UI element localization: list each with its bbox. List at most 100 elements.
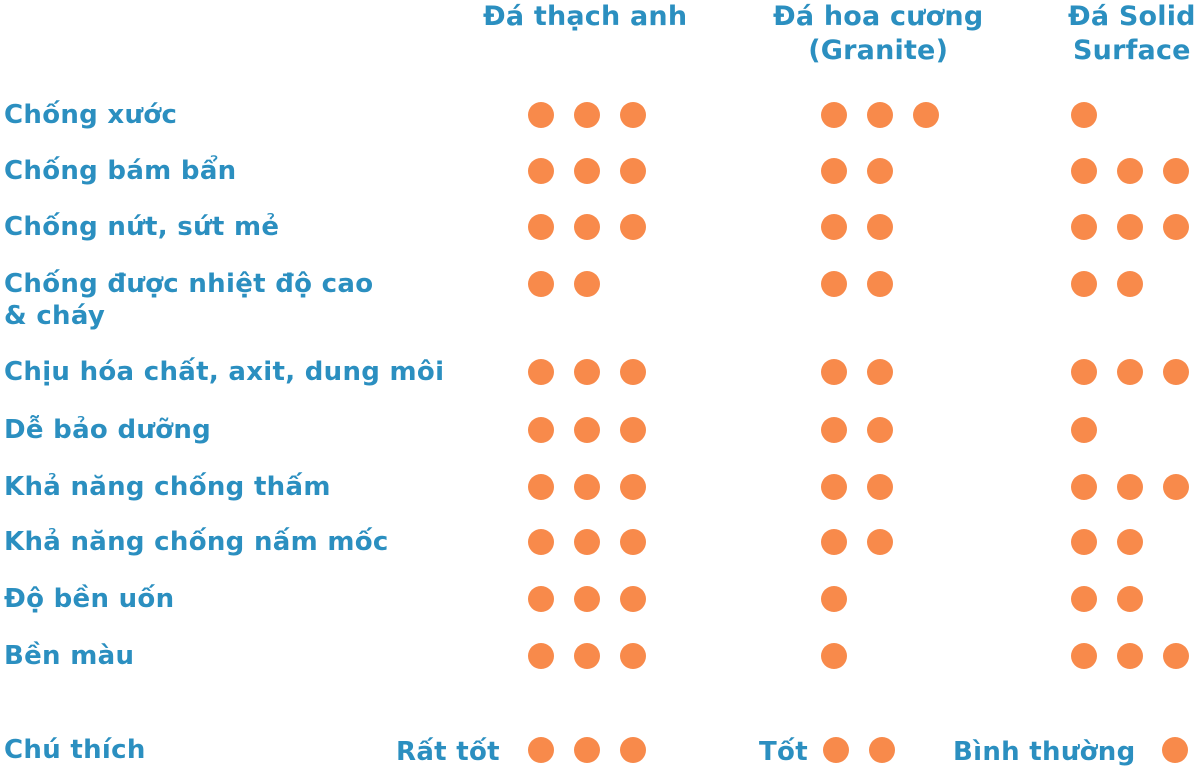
column-header-line: Đá hoa cương xyxy=(773,1,984,32)
rating-dot xyxy=(574,474,600,500)
row-label-line: & cháy xyxy=(4,301,106,331)
row-label: Chống bám bẩn xyxy=(4,155,237,187)
row-label-line: Độ bền uốn xyxy=(4,584,175,614)
rating-dot xyxy=(821,214,847,240)
rating-dot xyxy=(1117,158,1143,184)
column-header-2: Đá hoa cương (Granite) xyxy=(773,0,983,68)
rating-dot xyxy=(1071,474,1097,500)
rating-dot xyxy=(821,271,847,297)
row-label-line: Khả năng chống nấm mốc xyxy=(4,527,389,557)
rating-dot xyxy=(574,417,600,443)
row-label-line: Dễ bảo dưỡng xyxy=(4,415,212,445)
rating-dot xyxy=(1163,214,1189,240)
rating-dot xyxy=(867,359,893,385)
legend-label: Tốt xyxy=(759,737,808,767)
rating-dot xyxy=(528,158,554,184)
rating-dot xyxy=(821,474,847,500)
legend-dot xyxy=(528,737,554,763)
rating-dot xyxy=(1071,214,1097,240)
rating-dot xyxy=(620,529,646,555)
rating-dot xyxy=(528,529,554,555)
legend-title: Chú thích xyxy=(4,735,146,765)
rating-dot xyxy=(528,102,554,128)
rating-dot xyxy=(1117,359,1143,385)
legend-dot xyxy=(574,737,600,763)
rating-dot xyxy=(574,529,600,555)
legend-dot xyxy=(620,737,646,763)
rating-dot xyxy=(574,158,600,184)
rating-dot xyxy=(620,359,646,385)
rating-dot xyxy=(574,271,600,297)
row-label-line: Khả năng chống thấm xyxy=(4,472,331,502)
rating-dot xyxy=(1117,214,1143,240)
legend-dot xyxy=(1162,737,1188,763)
rating-dot xyxy=(1117,586,1143,612)
rating-dot xyxy=(1117,474,1143,500)
rating-dot xyxy=(867,102,893,128)
rating-dot xyxy=(821,529,847,555)
legend-dot xyxy=(823,737,849,763)
rating-dot xyxy=(528,214,554,240)
rating-dot xyxy=(867,474,893,500)
row-label: Khả năng chống nấm mốc xyxy=(4,526,389,558)
row-label: Chịu hóa chất, axit, dung môi xyxy=(4,356,444,388)
row-label-line: Chống xước xyxy=(4,100,178,130)
rating-dot xyxy=(867,214,893,240)
rating-dot xyxy=(620,417,646,443)
rating-dot xyxy=(821,643,847,669)
rating-dot xyxy=(913,102,939,128)
row-label: Bền màu xyxy=(4,640,134,672)
rating-dot xyxy=(867,529,893,555)
rating-dot xyxy=(821,158,847,184)
rating-dot xyxy=(821,417,847,443)
column-header-line: (Granite) xyxy=(808,35,949,66)
rating-dot xyxy=(1071,359,1097,385)
row-label: Dễ bảo dưỡng xyxy=(4,414,211,446)
rating-dot xyxy=(528,417,554,443)
row-label: Độ bền uốn xyxy=(4,583,174,615)
rating-dot xyxy=(867,417,893,443)
rating-dot xyxy=(1117,529,1143,555)
rating-dot xyxy=(1071,586,1097,612)
rating-dot xyxy=(1071,529,1097,555)
rating-dot xyxy=(620,643,646,669)
rating-dot xyxy=(528,643,554,669)
row-label: Chống được nhiệt độ cao & cháy xyxy=(4,268,373,332)
rating-dot xyxy=(620,102,646,128)
rating-dot xyxy=(574,643,600,669)
legend-label: Rất tốt xyxy=(396,737,500,767)
rating-dot xyxy=(528,586,554,612)
rating-dot xyxy=(821,359,847,385)
legend-dot xyxy=(869,737,895,763)
rating-dot xyxy=(1071,417,1097,443)
rating-dot xyxy=(528,359,554,385)
rating-dot xyxy=(821,102,847,128)
rating-dot xyxy=(1071,158,1097,184)
rating-dot xyxy=(1071,271,1097,297)
rating-dot xyxy=(620,214,646,240)
rating-dot xyxy=(620,158,646,184)
rating-dot xyxy=(574,102,600,128)
rating-dot xyxy=(1163,359,1189,385)
rating-dot xyxy=(620,586,646,612)
rating-dot xyxy=(1163,474,1189,500)
rating-dot xyxy=(1071,643,1097,669)
rating-dot xyxy=(821,586,847,612)
row-label: Khả năng chống thấm xyxy=(4,471,331,503)
row-label-line: Chống nứt, sứt mẻ xyxy=(4,212,280,242)
row-label-line: Chống được nhiệt độ cao xyxy=(4,269,374,299)
row-label-line: Chống bám bẩn xyxy=(4,156,237,186)
column-header-line: Surface xyxy=(1073,35,1191,66)
legend-label: Bình thường xyxy=(953,737,1136,767)
rating-dot xyxy=(867,158,893,184)
rating-dot xyxy=(1163,643,1189,669)
rating-dot xyxy=(528,271,554,297)
row-label: Chống nứt, sứt mẻ xyxy=(4,211,279,243)
rating-dot xyxy=(1117,643,1143,669)
rating-dot xyxy=(1071,102,1097,128)
column-header-line: Đá Solid xyxy=(1068,1,1196,32)
column-header-1: Đá thạch anh xyxy=(483,0,687,34)
rating-dot xyxy=(1117,271,1143,297)
